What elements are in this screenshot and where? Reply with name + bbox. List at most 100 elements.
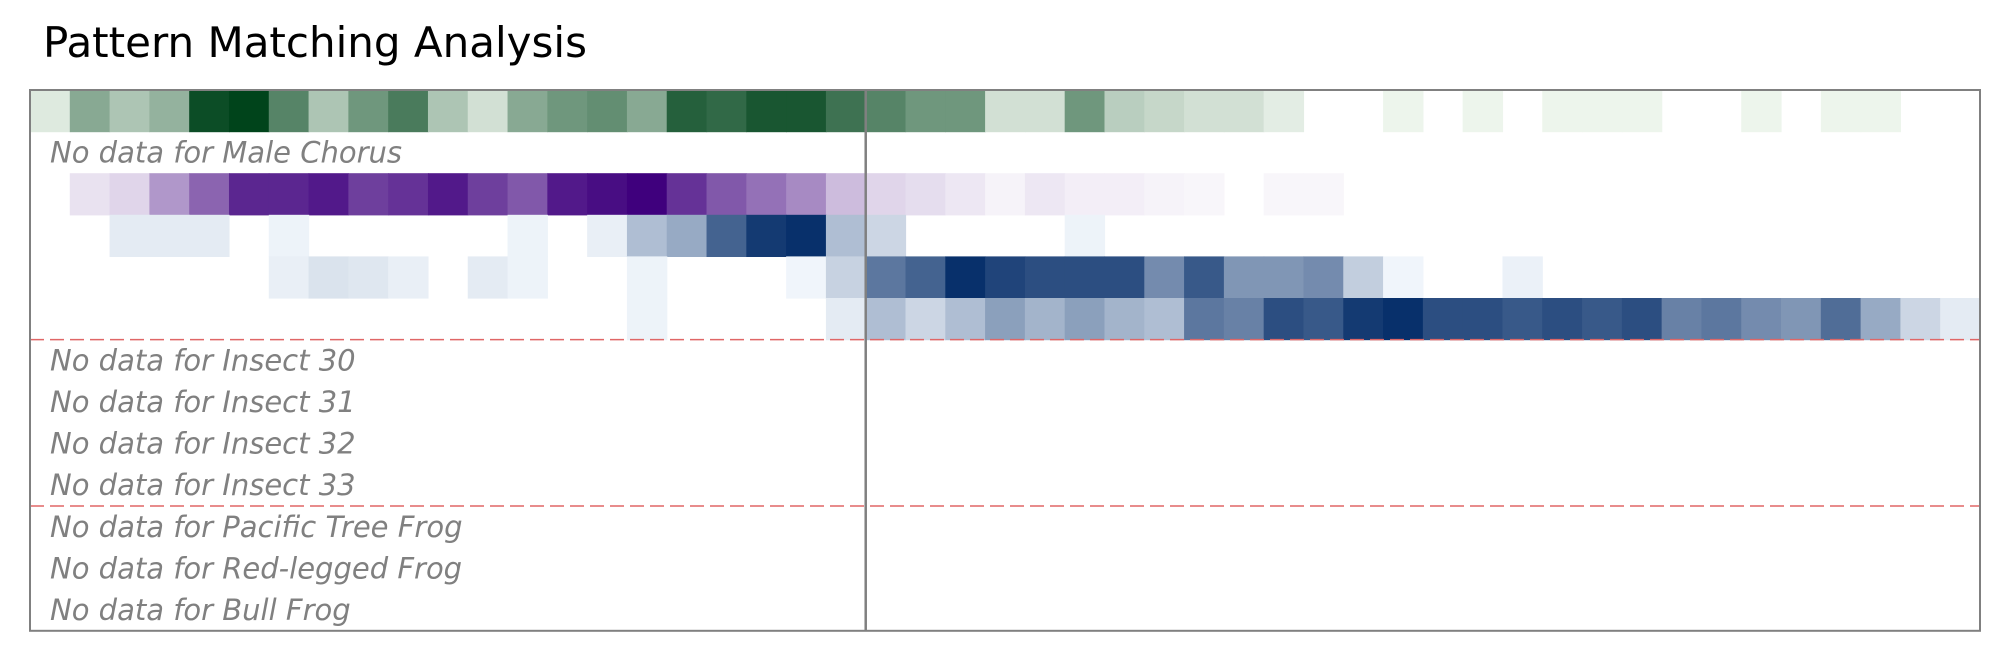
no-data-label: No data for Insect 31 <box>50 385 356 419</box>
heatmap-cell <box>1502 256 1543 299</box>
heatmap-cell <box>268 173 310 216</box>
heatmap-cell <box>905 90 946 133</box>
heatmap-cell <box>1064 173 1106 216</box>
heatmap-cell <box>1184 90 1225 133</box>
heatmap-cell <box>308 90 349 133</box>
heatmap-cell <box>1383 298 1424 341</box>
heatmap-cell <box>467 90 509 133</box>
heatmap-cell <box>1303 256 1344 299</box>
heatmap-cell <box>945 256 986 299</box>
heatmap-cell <box>348 173 389 216</box>
heatmap-cell <box>706 90 747 133</box>
heatmap-cell <box>985 298 1026 341</box>
heatmap-cell <box>1542 298 1583 341</box>
heatmap-cell <box>706 214 747 257</box>
heatmap-cell <box>1621 298 1663 341</box>
heatmap-cell <box>825 298 867 341</box>
heatmap-cell <box>308 173 349 216</box>
heatmap-cell <box>507 90 548 133</box>
heatmap-cell <box>388 90 429 133</box>
heatmap-cell <box>1064 90 1106 133</box>
heatmap-lines <box>29 89 1981 632</box>
heatmap-cell <box>348 256 389 299</box>
heatmap-cell <box>825 90 867 133</box>
heatmap-cell <box>69 173 111 216</box>
heatmap-cell <box>1064 256 1106 299</box>
heatmap-cell <box>1741 90 1782 133</box>
heatmap-cell <box>1064 298 1106 341</box>
heatmap-cell <box>746 90 787 133</box>
heatmap-cell <box>1104 256 1145 299</box>
heatmap-cell <box>388 173 429 216</box>
heatmap-cell <box>149 173 190 216</box>
heatmap-cell <box>1263 298 1305 341</box>
heatmap-cell <box>1263 256 1305 299</box>
heatmap-cell <box>1263 90 1305 133</box>
heatmap-cell <box>666 90 708 133</box>
heatmap-cell <box>626 90 668 133</box>
heatmap-cell <box>30 90 71 133</box>
heatmap-cell <box>1860 298 1902 341</box>
heatmap-cell <box>1303 173 1344 216</box>
heatmap-cell <box>268 214 310 257</box>
heatmap-cell <box>547 173 588 216</box>
heatmap-cell <box>1343 256 1384 299</box>
heatmap-cell <box>189 214 230 257</box>
heatmap-cell <box>626 214 668 257</box>
heatmap-cell <box>1263 173 1305 216</box>
no-data-label: No data for Insect 33 <box>50 468 356 502</box>
heatmap-cell <box>1223 298 1265 341</box>
heatmap-cell <box>1184 256 1225 299</box>
heatmap-cell <box>865 90 907 133</box>
heatmap-cell <box>388 256 429 299</box>
heatmap-cell <box>1860 90 1902 133</box>
heatmap-cell <box>985 173 1026 216</box>
heatmap-cell <box>746 173 787 216</box>
heatmap-cell <box>1621 90 1663 133</box>
heatmap-cell <box>587 90 628 133</box>
heatmap-cell <box>1940 298 1981 341</box>
heatmap-cell <box>467 173 509 216</box>
heatmap-row-labels: No data for Male Chorus No data for Insec… <box>50 135 463 627</box>
no-data-label: No data for Male Chorus <box>50 135 402 169</box>
heatmap-cell <box>945 173 986 216</box>
heatmap-cell <box>1104 90 1145 133</box>
heatmap-cell <box>945 298 986 341</box>
no-data-label: No data for Pacific Tree Frog <box>50 510 463 544</box>
heatmap-cell <box>1820 298 1862 341</box>
heatmap-cell <box>905 173 946 216</box>
heatmap-cell <box>1661 298 1703 341</box>
heatmap-cell <box>109 214 150 257</box>
heatmap-cell <box>706 173 747 216</box>
no-data-label: No data for Red-legged Frog <box>50 551 462 585</box>
heatmap-cell <box>69 90 111 133</box>
heatmap-cell <box>1144 298 1185 341</box>
heatmap-cell <box>1223 90 1265 133</box>
heatmap-cell <box>1184 173 1225 216</box>
heatmap-cell <box>1104 298 1145 341</box>
heatmap-cell <box>189 173 230 216</box>
heatmap-cell <box>1144 173 1185 216</box>
heatmap-cell <box>149 214 190 257</box>
heatmap-cell <box>786 214 827 257</box>
no-data-label: No data for Bull Frog <box>50 593 351 627</box>
heatmap-cells <box>30 90 1981 341</box>
heatmap-cell <box>1383 256 1424 299</box>
heatmap-cell <box>1303 298 1344 341</box>
heatmap-cell <box>1383 90 1424 133</box>
heatmap-cell <box>1144 90 1185 133</box>
heatmap-cell <box>268 90 310 133</box>
heatmap-cell <box>905 298 946 341</box>
heatmap-cell <box>825 214 867 257</box>
heatmap-cell <box>1104 173 1145 216</box>
heatmap-cell <box>1582 298 1623 341</box>
heatmap-cell <box>1223 256 1265 299</box>
heatmap-cell <box>865 298 907 341</box>
heatmap-cell <box>786 173 827 216</box>
heatmap-cell <box>507 173 548 216</box>
heatmap-cell <box>149 90 190 133</box>
heatmap-cell <box>228 173 270 216</box>
heatmap-cell <box>1781 298 1822 341</box>
heatmap-cell <box>507 214 548 257</box>
heatmap-cell <box>1184 298 1225 341</box>
